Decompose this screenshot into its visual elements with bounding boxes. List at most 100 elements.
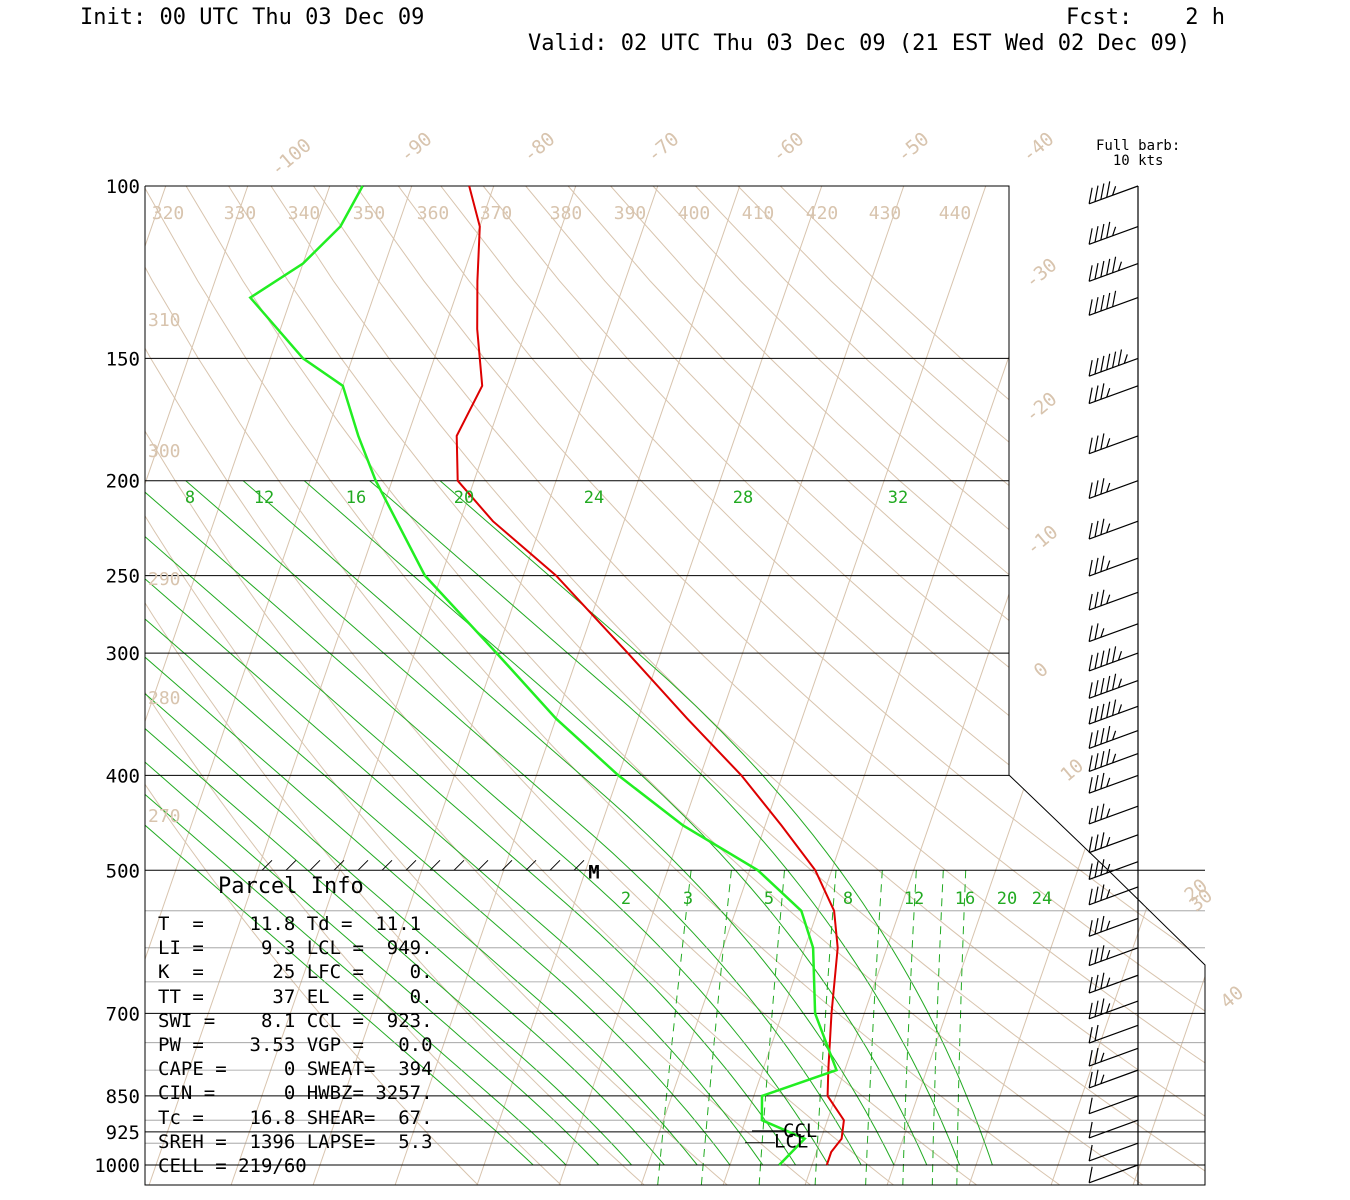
barb-shaft xyxy=(1088,1142,1139,1162)
isotherm-label: 10 xyxy=(1056,755,1088,787)
pressure-label: 1000 xyxy=(94,1155,140,1177)
isotherm-label: -30 xyxy=(1021,254,1061,293)
wind-barb xyxy=(1088,1119,1139,1139)
barb-flag xyxy=(1106,523,1111,533)
barb-flag xyxy=(1100,945,1105,962)
barb-flag xyxy=(1106,560,1111,570)
barb-flag xyxy=(1088,593,1093,611)
wind-barb xyxy=(1088,478,1139,500)
barb-flag xyxy=(1088,559,1093,577)
barb-flag xyxy=(1094,1047,1099,1065)
isotherm-label: -50 xyxy=(893,128,933,167)
dry-adiabat xyxy=(397,186,1205,1185)
barb-flag xyxy=(1100,772,1105,790)
barb-flag xyxy=(1100,1052,1105,1063)
barb-shaft xyxy=(1088,557,1139,577)
barb-flag xyxy=(1117,651,1123,661)
barb-flag xyxy=(1088,360,1093,377)
barb-flag xyxy=(1088,625,1093,642)
barb-shaft xyxy=(1088,1095,1139,1115)
parcel-row: LI = 9.3 LCL = 949. xyxy=(158,937,433,960)
theta-label: 330 xyxy=(224,203,257,224)
barb-flag xyxy=(1106,594,1111,604)
isotherm-line xyxy=(558,186,905,1185)
barb-flag xyxy=(1100,260,1105,278)
theta-label: 420 xyxy=(806,203,839,224)
wind-barb xyxy=(1088,859,1139,881)
parcel-row: TT = 37 EL = 0. xyxy=(158,985,433,1008)
mixing-ratio-line xyxy=(956,870,967,1185)
theta-label: 320 xyxy=(152,203,185,224)
barb-flag xyxy=(1088,187,1093,204)
barb-shaft xyxy=(1088,1164,1139,1184)
freezing-hatch xyxy=(549,859,561,871)
isotherm-line xyxy=(1215,186,1350,1185)
pressure-label: 300 xyxy=(106,643,140,665)
barb-flag xyxy=(1100,803,1105,820)
barb-shaft xyxy=(1088,480,1139,500)
isotherm-label: -80 xyxy=(519,128,559,167)
pressure-label: 850 xyxy=(106,1086,140,1108)
barb-flag xyxy=(1106,701,1111,718)
barb-flag xyxy=(1106,353,1111,370)
wind-barb xyxy=(1088,972,1139,994)
freezing-hatch xyxy=(525,859,537,871)
dry-adiabat xyxy=(145,186,895,1185)
barb-flag xyxy=(1112,753,1117,764)
barb-shaft xyxy=(1088,185,1139,205)
mixing-ratio-label: 2 xyxy=(621,889,631,909)
barb-flag xyxy=(1106,438,1111,448)
barb-flag xyxy=(1088,299,1093,316)
mixing-ratio-label: 5 xyxy=(764,889,774,909)
barb-flag xyxy=(1100,728,1105,745)
mixing-ratio-label: 3 xyxy=(683,889,693,909)
barb-flag xyxy=(1094,185,1099,202)
barb-shaft xyxy=(1088,1024,1139,1044)
barb-flag xyxy=(1088,437,1093,454)
barb-flag xyxy=(1088,777,1093,794)
barb-flag xyxy=(1094,557,1099,574)
theta-label: 440 xyxy=(939,203,972,224)
barb-flag xyxy=(1123,354,1128,364)
barb-flag xyxy=(1106,258,1111,276)
dry-adiabat xyxy=(355,186,1205,1185)
dry-adiabat xyxy=(145,186,646,1185)
pressure-label: 925 xyxy=(106,1122,140,1144)
isotherm-line xyxy=(145,186,167,1185)
barb-flag xyxy=(1094,1000,1099,1017)
barb-flag xyxy=(1088,265,1093,282)
barb-shaft xyxy=(1088,296,1139,316)
theta-label: 300 xyxy=(148,441,181,462)
parcel-row: T = 11.8 Td = 11.1 xyxy=(158,913,422,935)
barb-flag xyxy=(1100,478,1105,495)
barb-flag xyxy=(1100,628,1105,638)
barb-flag xyxy=(1100,751,1105,768)
wind-barb xyxy=(1088,832,1139,854)
barb-flag xyxy=(1094,1069,1099,1086)
barb-flag xyxy=(1106,808,1111,818)
isotherm-label: -90 xyxy=(396,128,436,167)
barb-flag xyxy=(1112,226,1117,236)
wind-barb xyxy=(1088,555,1139,577)
barb-flag xyxy=(1106,889,1111,899)
isotherm-label: 40 xyxy=(1216,982,1248,1014)
theta-label: 270 xyxy=(148,806,181,827)
barb-shaft xyxy=(1088,262,1139,282)
barb-shaft xyxy=(1088,705,1139,725)
wind-barb xyxy=(1088,433,1139,455)
barb-legend: Full barb: 10 kts xyxy=(1096,139,1180,169)
barb-flag xyxy=(1106,725,1111,743)
parcel-row: PW = 3.53 VGP = 0.0 xyxy=(158,1034,433,1056)
barb-shaft xyxy=(1088,974,1139,994)
wind-barb xyxy=(1088,1069,1139,1089)
theta-e-label: 20 xyxy=(454,488,474,508)
barb-flag xyxy=(1094,753,1099,770)
barb-shaft xyxy=(1088,947,1139,967)
forecast-hour: Fcst: 2 h xyxy=(1066,5,1225,30)
wind-barb xyxy=(1088,1164,1139,1184)
theta-label: 370 xyxy=(480,203,513,224)
theta-label: 430 xyxy=(869,203,902,224)
freezing-hatch xyxy=(405,859,417,871)
isotherm-line xyxy=(145,186,331,1185)
freezing-hatch xyxy=(573,859,585,871)
